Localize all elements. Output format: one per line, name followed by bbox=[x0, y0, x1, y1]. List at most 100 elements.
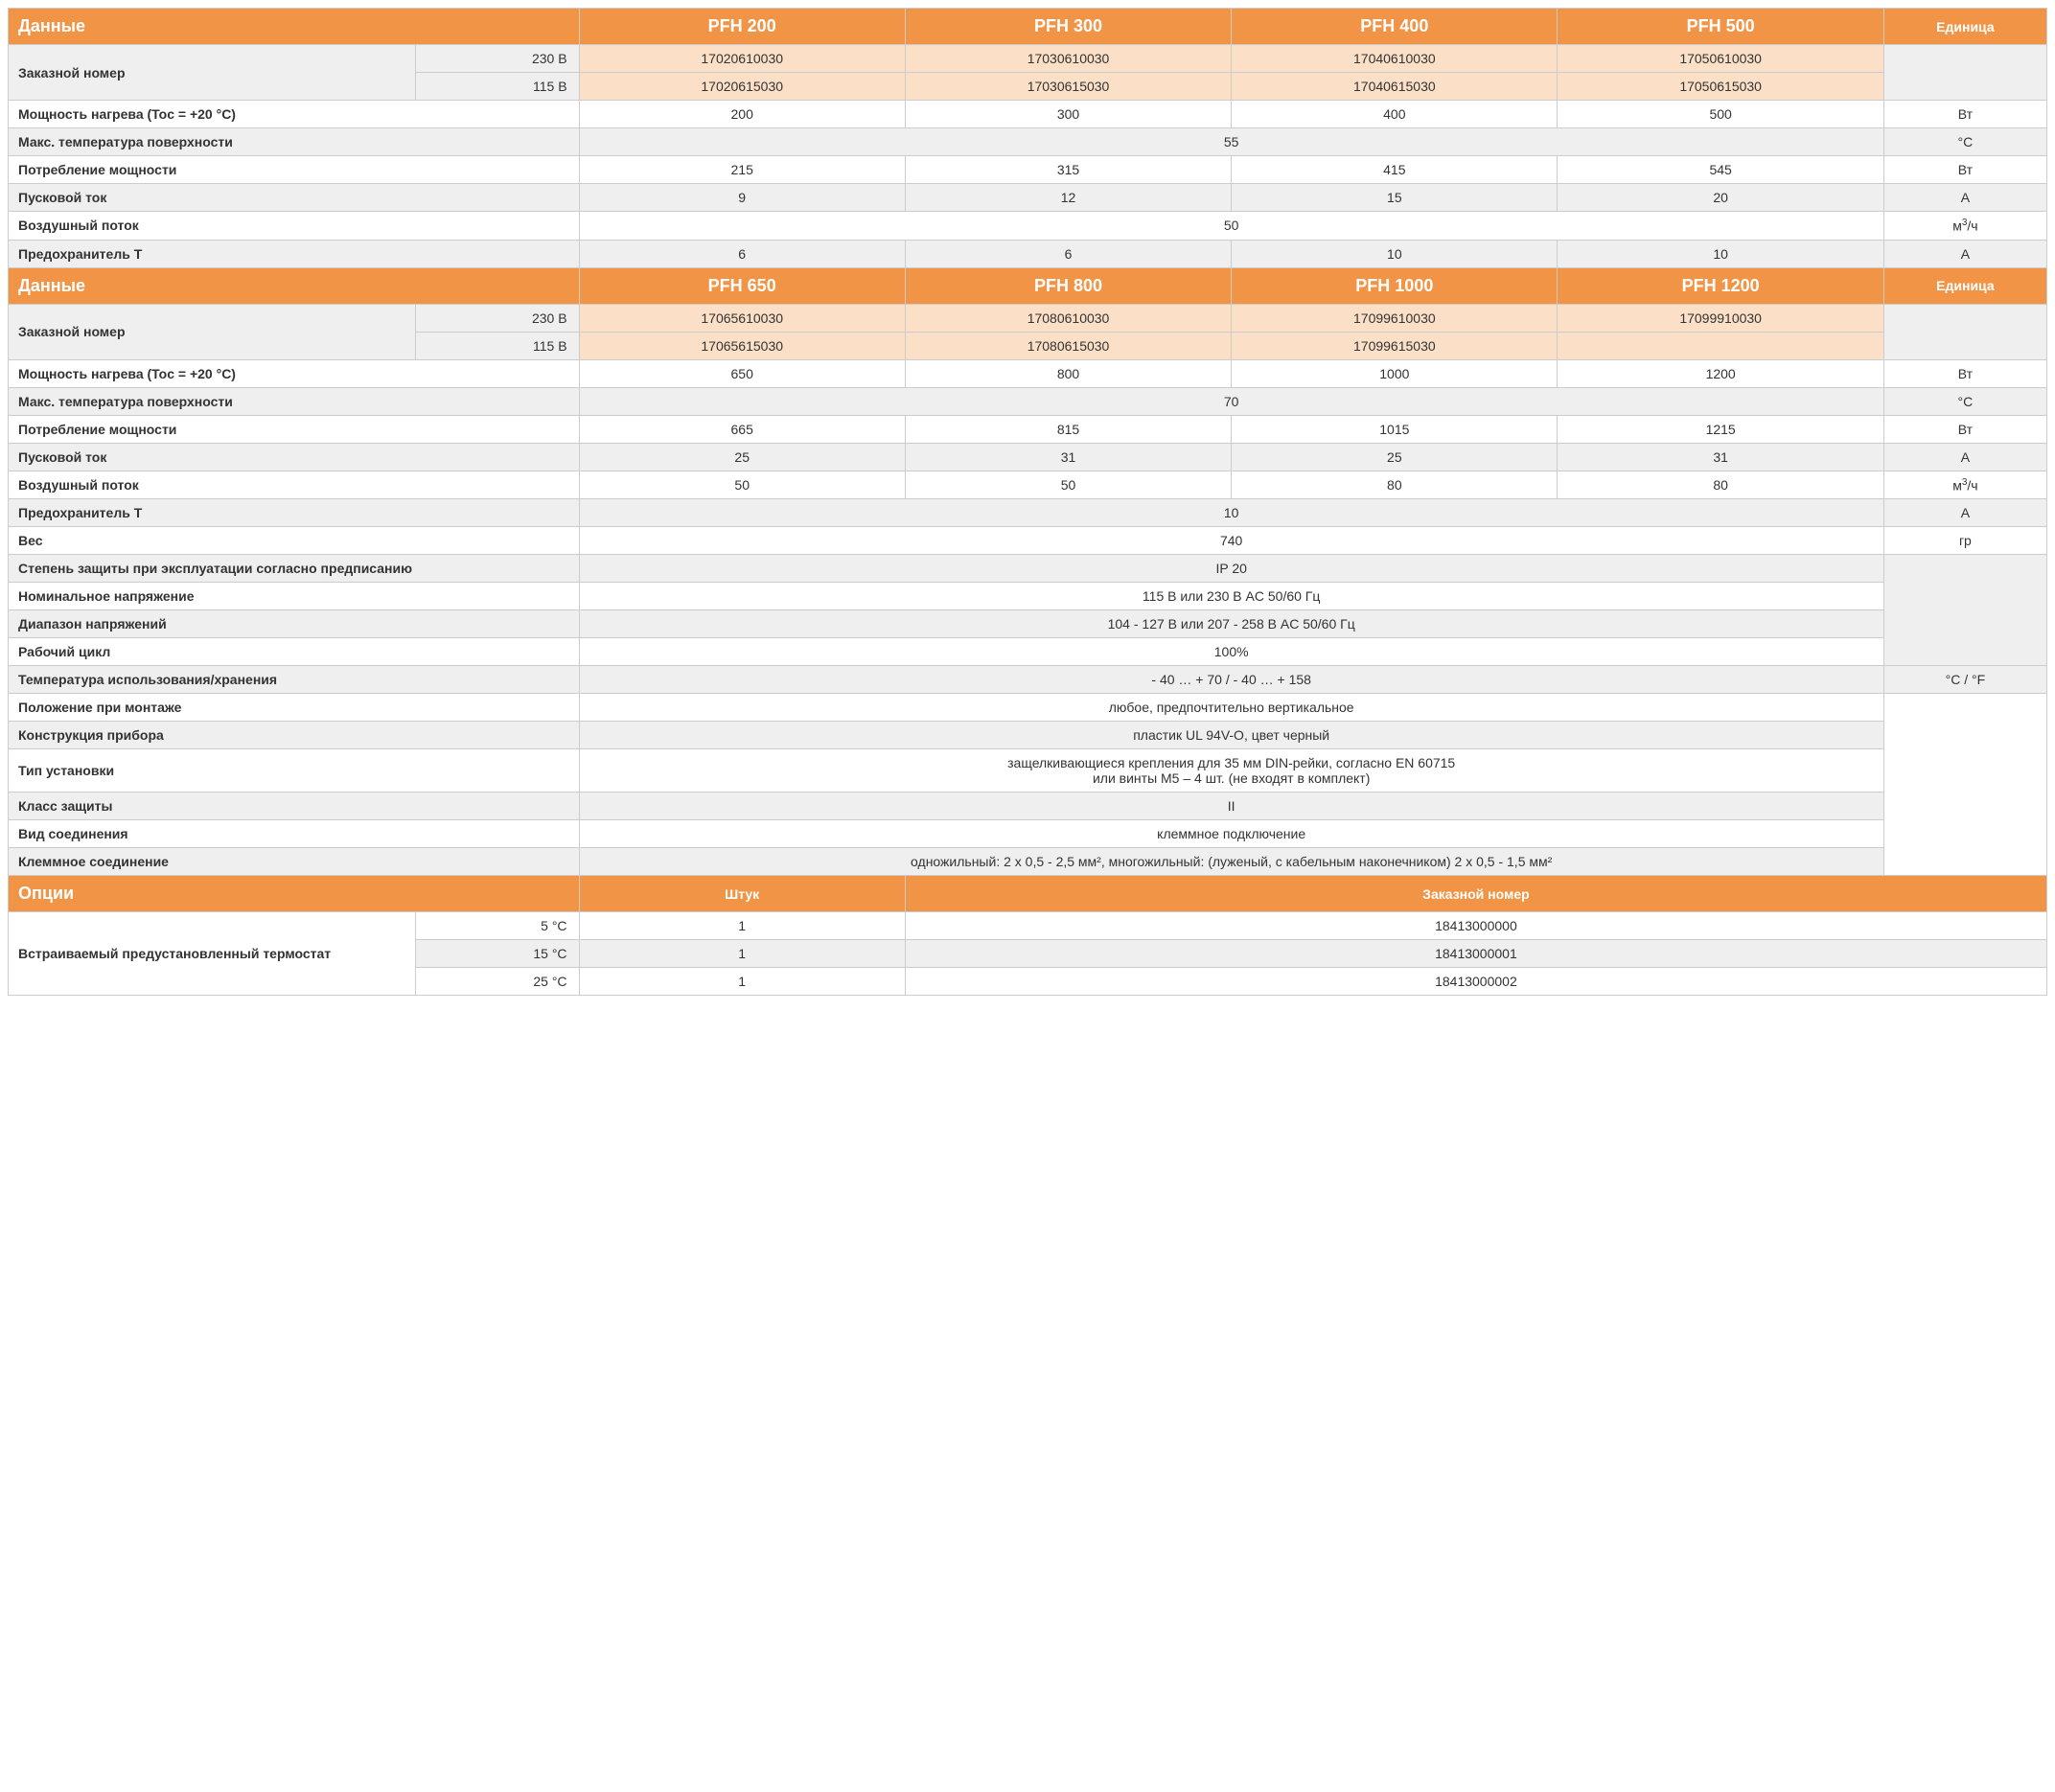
row-label: Клеммное соединение bbox=[9, 848, 580, 876]
order-number: 17080610030 bbox=[905, 304, 1231, 332]
row-label: Потребление мощности bbox=[9, 415, 580, 443]
row-value: - 40 … + 70 / - 40 … + 158 bbox=[579, 666, 1883, 694]
unit-header: Единица bbox=[1883, 9, 2046, 45]
options-title: Опции bbox=[9, 876, 580, 912]
unit-cell: °C bbox=[1883, 128, 2046, 156]
unit-cell: Вт bbox=[1883, 156, 2046, 184]
order-number: 17020610030 bbox=[579, 45, 905, 73]
row-label: Температура использования/хранения bbox=[9, 666, 580, 694]
model-header: PFH 650 bbox=[579, 267, 905, 304]
row-value: 800 bbox=[905, 359, 1231, 387]
row-label: Воздушный поток bbox=[9, 471, 580, 499]
row-value: 10 bbox=[579, 499, 1883, 527]
row-label: Воздушный поток bbox=[9, 212, 580, 241]
row-value: пластик UL 94V-O, цвет черный bbox=[579, 722, 1883, 749]
order-number: 17050610030 bbox=[1558, 45, 1883, 73]
order-number: 17099910030 bbox=[1558, 304, 1883, 332]
row-value: 80 bbox=[1232, 471, 1558, 499]
row-value: одножильный: 2 x 0,5 - 2,5 мм², многожил… bbox=[579, 848, 1883, 876]
row-value: 1000 bbox=[1232, 359, 1558, 387]
row-label: Мощность нагрева (Toc = +20 °C) bbox=[9, 101, 580, 128]
row-value: 740 bbox=[579, 527, 1883, 555]
row-label: Тип установки bbox=[9, 749, 580, 793]
row-label: Предохранитель T bbox=[9, 499, 580, 527]
order-number: 17040610030 bbox=[1232, 45, 1558, 73]
order-number: 17030610030 bbox=[905, 45, 1231, 73]
options-order-number: 18413000001 bbox=[905, 940, 2046, 968]
unit-cell bbox=[1883, 555, 2046, 666]
unit-cell: °C / °F bbox=[1883, 666, 2046, 694]
row-value: 15 bbox=[1232, 184, 1558, 212]
row-value: 10 bbox=[1558, 240, 1883, 267]
row-value: 50 bbox=[905, 471, 1231, 499]
row-value: 50 bbox=[579, 212, 1883, 241]
row-label: Предохранитель T bbox=[9, 240, 580, 267]
order-number: 17065610030 bbox=[579, 304, 905, 332]
order-label: Заказной номер bbox=[9, 304, 416, 359]
options-qty: 1 bbox=[579, 940, 905, 968]
row-label: Вес bbox=[9, 527, 580, 555]
voltage-230: 230 В bbox=[416, 45, 579, 73]
options-temp: 5 °C bbox=[416, 912, 579, 940]
order-number: 17099610030 bbox=[1232, 304, 1558, 332]
model-header: PFH 300 bbox=[905, 9, 1231, 45]
unit-cell bbox=[1883, 694, 2046, 876]
unit-cell: A bbox=[1883, 240, 2046, 267]
order-label: Заказной номер bbox=[9, 45, 416, 101]
model-header: PFH 400 bbox=[1232, 9, 1558, 45]
order-number: 17080615030 bbox=[905, 332, 1231, 359]
row-value: 815 bbox=[905, 415, 1231, 443]
row-label: Мощность нагрева (Toc = +20 °C) bbox=[9, 359, 580, 387]
row-label: Пусковой ток bbox=[9, 184, 580, 212]
row-value: 415 bbox=[1232, 156, 1558, 184]
unit-cell: A bbox=[1883, 184, 2046, 212]
model-header: PFH 800 bbox=[905, 267, 1231, 304]
unit-header: Единица bbox=[1883, 267, 2046, 304]
row-value: 100% bbox=[579, 638, 1883, 666]
order-number: 17099615030 bbox=[1232, 332, 1558, 359]
row-label: Рабочий цикл bbox=[9, 638, 580, 666]
model-header: PFH 1000 bbox=[1232, 267, 1558, 304]
row-label: Класс защиты bbox=[9, 793, 580, 820]
options-order-header: Заказной номер bbox=[905, 876, 2046, 912]
row-value: 300 bbox=[905, 101, 1231, 128]
row-label: Потребление мощности bbox=[9, 156, 580, 184]
row-label: Конструкция прибора bbox=[9, 722, 580, 749]
row-value: 50 bbox=[579, 471, 905, 499]
unit-cell: гр bbox=[1883, 527, 2046, 555]
options-order-number: 18413000002 bbox=[905, 968, 2046, 996]
row-value: IP 20 bbox=[579, 555, 1883, 583]
row-value: 12 bbox=[905, 184, 1231, 212]
row-value: клеммное подключение bbox=[579, 820, 1883, 848]
section-title: Данные bbox=[9, 267, 580, 304]
unit-cell: м3/ч bbox=[1883, 471, 2046, 499]
options-order-number: 18413000000 bbox=[905, 912, 2046, 940]
row-label: Пусковой ток bbox=[9, 443, 580, 471]
unit-cell: °C bbox=[1883, 387, 2046, 415]
row-value: 115 В или 230 В AC 50/60 Гц bbox=[579, 583, 1883, 610]
row-value: 10 bbox=[1232, 240, 1558, 267]
unit-cell: A bbox=[1883, 443, 2046, 471]
model-header: PFH 1200 bbox=[1558, 267, 1883, 304]
voltage-115: 115 В bbox=[416, 332, 579, 359]
row-value: 55 bbox=[579, 128, 1883, 156]
row-label: Диапазон напряжений bbox=[9, 610, 580, 638]
row-value: 200 bbox=[579, 101, 905, 128]
row-value: 650 bbox=[579, 359, 905, 387]
row-value: 665 bbox=[579, 415, 905, 443]
row-value: 70 bbox=[579, 387, 1883, 415]
order-number: 17030615030 bbox=[905, 73, 1231, 101]
row-label: Макс. температура поверхности bbox=[9, 387, 580, 415]
row-value: 9 bbox=[579, 184, 905, 212]
options-qty: 1 bbox=[579, 968, 905, 996]
row-value: 6 bbox=[905, 240, 1231, 267]
row-value: 1015 bbox=[1232, 415, 1558, 443]
row-value: 500 bbox=[1558, 101, 1883, 128]
row-value: 20 bbox=[1558, 184, 1883, 212]
unit-cell bbox=[1883, 304, 2046, 359]
section-title: Данные bbox=[9, 9, 580, 45]
row-value: любое, предпочтительно вертикальное bbox=[579, 694, 1883, 722]
unit-cell bbox=[1883, 45, 2046, 101]
row-value: 1215 bbox=[1558, 415, 1883, 443]
row-value: 215 bbox=[579, 156, 905, 184]
